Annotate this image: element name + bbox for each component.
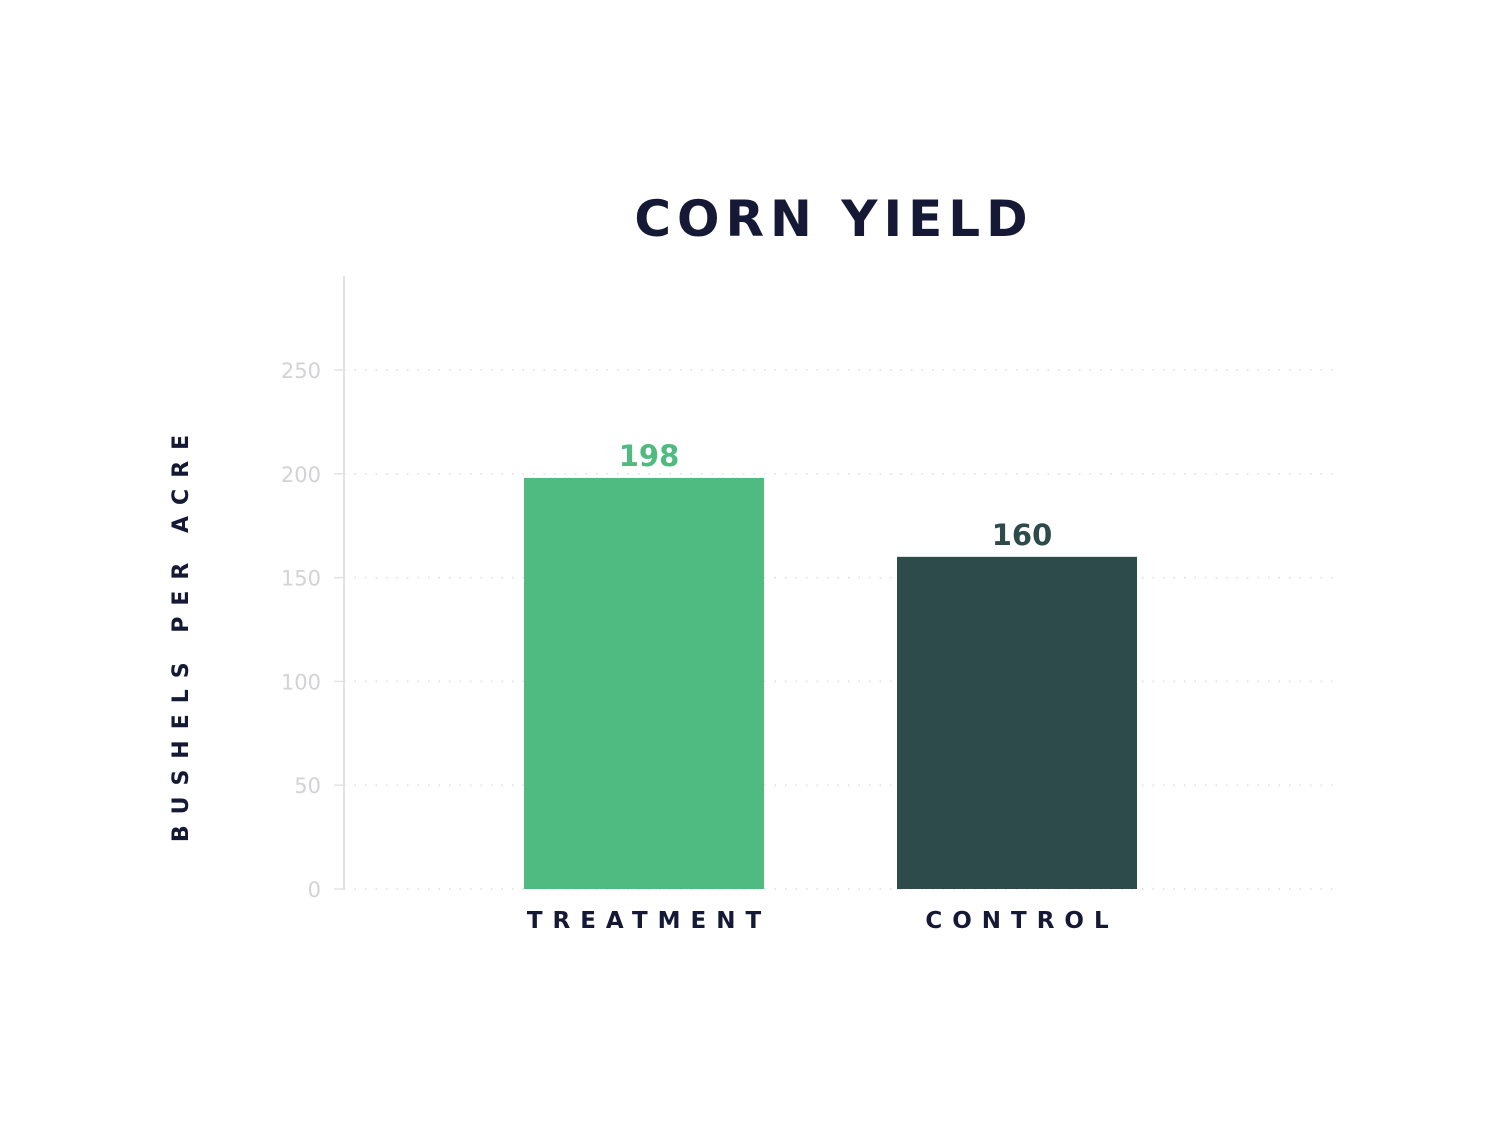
bar-control: [897, 556, 1137, 889]
category-label-treatment: TREATMENT: [527, 908, 771, 934]
y-axis-ticks: 0 50 100 150 200 250: [281, 359, 344, 902]
y-tick-label: 200: [281, 463, 321, 487]
y-tick-label: 50: [294, 774, 321, 798]
value-labels: 198 160: [619, 439, 1053, 552]
value-label-control: 160: [992, 518, 1053, 552]
y-axis-label: BUSHELS PER ACRE: [169, 424, 194, 842]
chart-title: CORN YIELD: [634, 190, 1033, 248]
y-tick-label: 150: [281, 567, 321, 591]
gridlines: [344, 369, 1335, 890]
y-tick-label: 0: [308, 878, 321, 902]
category-label-control: CONTROL: [925, 908, 1118, 934]
category-labels: TREATMENT CONTROL: [527, 908, 1118, 934]
bars: [524, 477, 1137, 889]
value-label-treatment: 198: [619, 439, 680, 473]
y-tick-label: 250: [281, 359, 321, 383]
bar-treatment: [524, 477, 764, 889]
y-tick-label: 100: [281, 670, 321, 694]
